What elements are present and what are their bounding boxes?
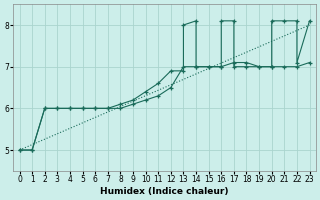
X-axis label: Humidex (Indice chaleur): Humidex (Indice chaleur): [100, 187, 229, 196]
